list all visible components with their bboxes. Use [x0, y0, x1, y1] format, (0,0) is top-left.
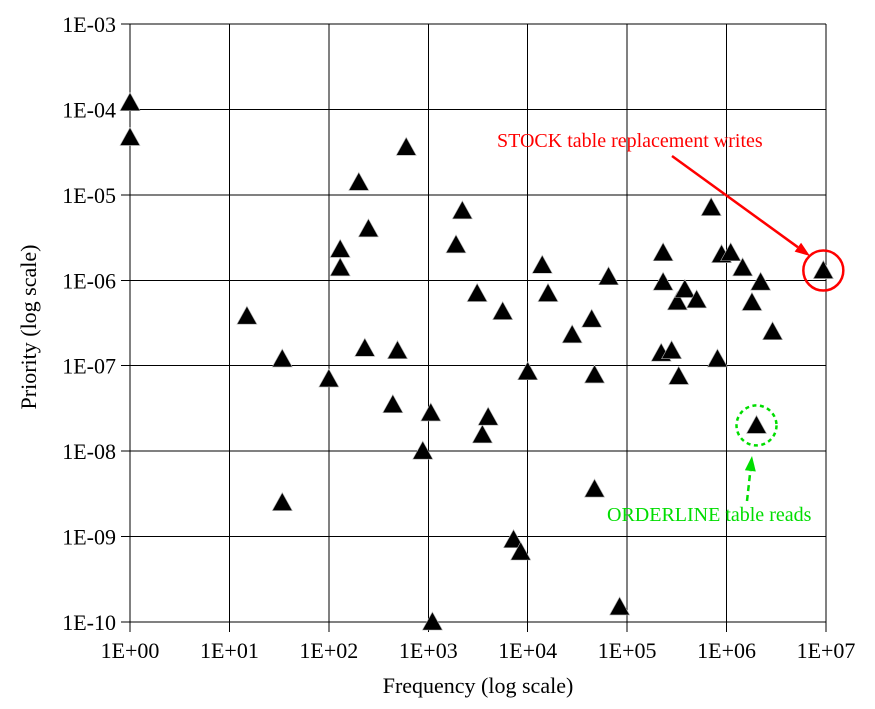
x-tick-label: 1E+05: [598, 638, 657, 663]
data-point: [652, 242, 674, 262]
data-point: [412, 440, 434, 460]
y-tick-label: 1E-09: [62, 525, 116, 550]
data-point: [700, 196, 722, 216]
data-point: [471, 424, 493, 444]
data-point: [445, 234, 467, 254]
annotation-text-orderline: ORDERLINE table reads: [607, 504, 812, 526]
data-point: [581, 308, 603, 328]
data-point: [674, 278, 696, 298]
data-point: [382, 394, 404, 413]
data-point: [236, 305, 258, 325]
data-point: [329, 238, 351, 258]
data-point: [537, 282, 559, 302]
data-point: [421, 611, 443, 631]
x-tick-label: 1E+04: [498, 638, 557, 663]
y-tick-label: 1E-06: [62, 268, 116, 293]
data-point: [395, 136, 417, 156]
data-point: [686, 289, 708, 309]
data-point: [492, 300, 514, 320]
y-tick-label: 1E-07: [62, 354, 116, 379]
data-point: [420, 402, 442, 422]
x-tick-label: 1E+07: [797, 638, 856, 663]
y-tick-label: 1E-05: [62, 183, 116, 208]
x-tick-label: 1E+06: [697, 638, 756, 663]
data-point: [812, 259, 834, 279]
x-tick-label: 1E+00: [101, 638, 160, 663]
data-point: [652, 271, 674, 291]
data-point: [348, 171, 370, 191]
data-point: [762, 321, 784, 341]
data-point: [561, 324, 583, 344]
x-tick-label: 1E+02: [299, 638, 358, 663]
data-point: [503, 529, 525, 548]
x-tick-label: 1E+01: [200, 638, 259, 663]
data-point: [318, 368, 340, 388]
data-point: [666, 291, 688, 311]
annotation-arrowhead-orderline: [744, 456, 756, 472]
data-point: [451, 200, 473, 220]
data-point: [584, 364, 606, 384]
annotation-text-stock: STOCK table replacement writes: [497, 130, 763, 152]
data-point: [732, 257, 754, 277]
data-point: [517, 361, 539, 381]
data-point: [477, 406, 499, 426]
data-point: [119, 126, 141, 146]
data-point: [706, 348, 728, 368]
data-point: [466, 282, 488, 302]
annotation-arrow-orderline: [745, 470, 752, 502]
data-point: [745, 414, 768, 434]
data-point: [598, 266, 620, 286]
data-point: [750, 271, 772, 291]
data-point: [741, 291, 763, 311]
annotation-circle-orderline: [735, 404, 778, 447]
y-tick-label: 1E-10: [62, 610, 116, 635]
data-point: [720, 242, 742, 262]
data-point: [510, 541, 532, 561]
y-tick-label: 1E-08: [62, 439, 116, 464]
annotation-circle-stock: [802, 249, 845, 292]
data-point: [329, 257, 351, 277]
y-tick-label: 1E-03: [62, 12, 116, 37]
data-point: [386, 340, 408, 359]
data-point: [584, 478, 606, 498]
data-point: [119, 92, 141, 111]
data-point: [354, 337, 376, 357]
data-point: [357, 218, 379, 238]
data-point: [271, 348, 293, 368]
annotation-arrowhead-stock: [794, 242, 810, 256]
data-point: [668, 365, 690, 385]
data-point: [609, 596, 631, 616]
annotation-arrow-stock: [671, 154, 799, 249]
data-point: [531, 254, 553, 274]
x-axis-title: Frequency (log scale): [382, 673, 574, 698]
x-tick-label: 1E+03: [399, 638, 458, 663]
y-tick-label: 1E-04: [62, 97, 116, 122]
y-axis-title: Priority (log scale): [16, 244, 41, 410]
data-point: [271, 491, 293, 511]
data-point: [661, 340, 683, 359]
